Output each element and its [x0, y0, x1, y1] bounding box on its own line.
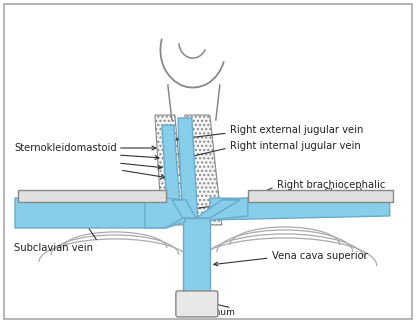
Bar	[248, 190, 393, 202]
Text: Right internal jugular vein: Right internal jugular vein	[230, 141, 361, 151]
Text: Sternokleidomastoid: Sternokleidomastoid	[14, 143, 117, 153]
Polygon shape	[185, 115, 222, 225]
Text: Left brachiocephalic: Left brachiocephalic	[277, 191, 378, 201]
Polygon shape	[178, 118, 198, 222]
Polygon shape	[155, 115, 185, 225]
Text: Vena cava superior: Vena cava superior	[272, 251, 368, 261]
Polygon shape	[210, 198, 390, 220]
Text: Sternum: Sternum	[197, 308, 236, 318]
Text: Right external jugular vein: Right external jugular vein	[230, 125, 363, 135]
Polygon shape	[183, 218, 210, 295]
Bar	[18, 190, 166, 202]
Text: Clavicula: Clavicula	[324, 188, 369, 198]
Polygon shape	[145, 198, 186, 228]
Text: Right brachiocephalic: Right brachiocephalic	[277, 180, 385, 190]
Polygon shape	[183, 295, 210, 308]
Text: Subclavian vein: Subclavian vein	[14, 243, 93, 253]
Polygon shape	[172, 200, 196, 218]
Polygon shape	[15, 198, 185, 228]
Polygon shape	[210, 198, 248, 220]
FancyBboxPatch shape	[176, 291, 218, 317]
Polygon shape	[162, 125, 180, 205]
Polygon shape	[196, 200, 240, 218]
